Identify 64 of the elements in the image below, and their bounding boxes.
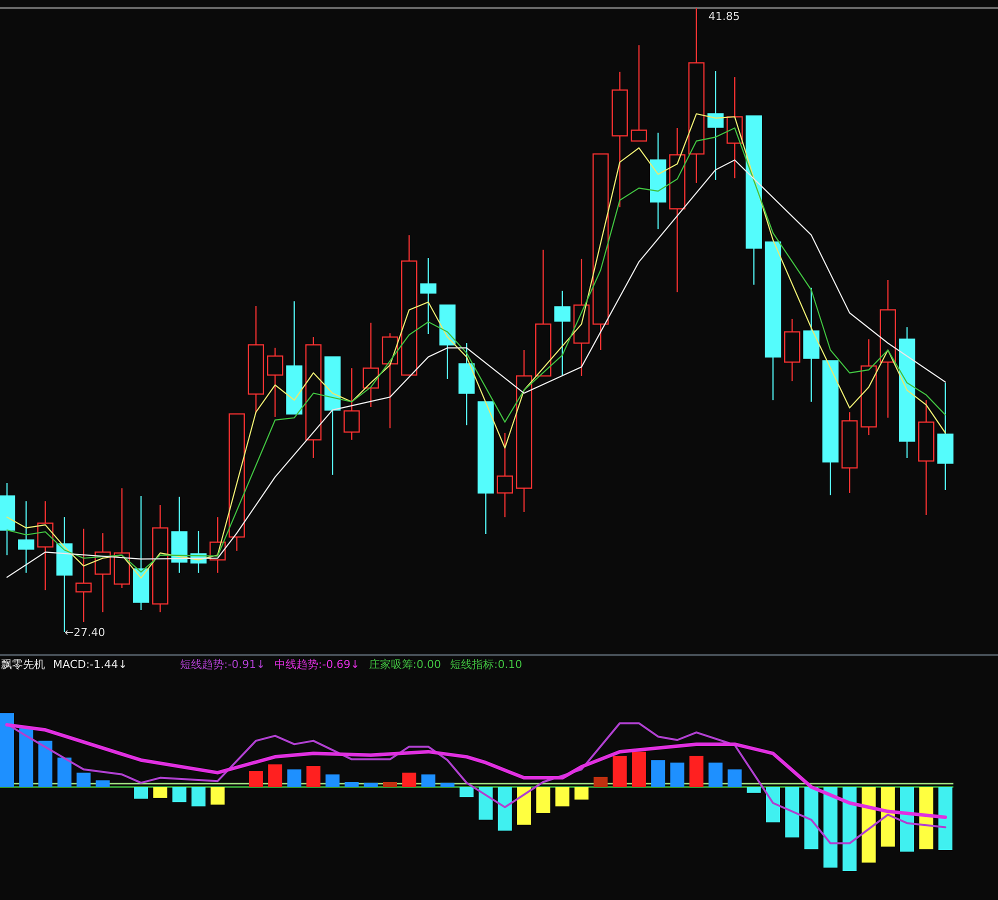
bar (842, 787, 857, 871)
bar (919, 787, 934, 850)
bar (746, 787, 761, 793)
bar (612, 756, 627, 787)
bar (192, 787, 206, 806)
bar (344, 782, 359, 787)
bar (766, 787, 780, 822)
bar (306, 766, 320, 787)
bar (57, 758, 72, 787)
bar (326, 774, 340, 787)
bar (670, 762, 684, 787)
bar (498, 787, 512, 831)
candlestick (76, 528, 92, 623)
bar (134, 787, 148, 799)
candlestick (344, 368, 360, 440)
bar (402, 772, 416, 787)
bar (19, 728, 34, 787)
bar (900, 787, 914, 852)
bar (536, 787, 550, 814)
bar (0, 713, 14, 787)
candlestick (554, 290, 570, 377)
candlestick (707, 70, 724, 180)
bar (421, 774, 436, 787)
bar (287, 769, 302, 787)
text: 庄家吸筹:0.00 (368, 658, 441, 671)
chart-title: 飘零先机 (1, 658, 45, 671)
candlestick (630, 44, 648, 142)
bar (938, 787, 952, 850)
chart-subtitle: MACD:-1.44↓ (53, 658, 128, 671)
bar (76, 772, 91, 787)
bar (268, 764, 282, 787)
annotation: 41.85 (708, 10, 740, 23)
bar (517, 787, 532, 825)
candlestick (18, 500, 34, 574)
bar (38, 740, 52, 787)
bar (689, 756, 704, 787)
bar (364, 782, 378, 787)
bar (728, 769, 742, 787)
bar (594, 776, 608, 787)
bar (632, 752, 646, 787)
bar (708, 762, 723, 787)
candlestick (420, 257, 436, 335)
text: 短线指标:0.10 (450, 658, 522, 671)
bar (460, 787, 474, 798)
annotation: ←27.40 (64, 626, 106, 639)
bar (804, 787, 818, 850)
bar (96, 780, 110, 787)
bar (785, 787, 800, 838)
candlestick (496, 432, 513, 518)
bar (248, 771, 263, 787)
bar (383, 782, 397, 787)
bar (172, 787, 186, 802)
candlestick (267, 347, 284, 418)
bar (574, 787, 588, 800)
bar (651, 760, 666, 787)
bar (862, 787, 876, 863)
text: 中线趋势:-0.69↓ (274, 658, 360, 671)
bar (210, 787, 225, 805)
bar (823, 787, 838, 868)
bar (153, 787, 168, 798)
bar (555, 787, 570, 806)
bar (478, 787, 493, 820)
bar (440, 782, 454, 787)
text: 短线趋势:-0.91↓ (180, 658, 266, 671)
